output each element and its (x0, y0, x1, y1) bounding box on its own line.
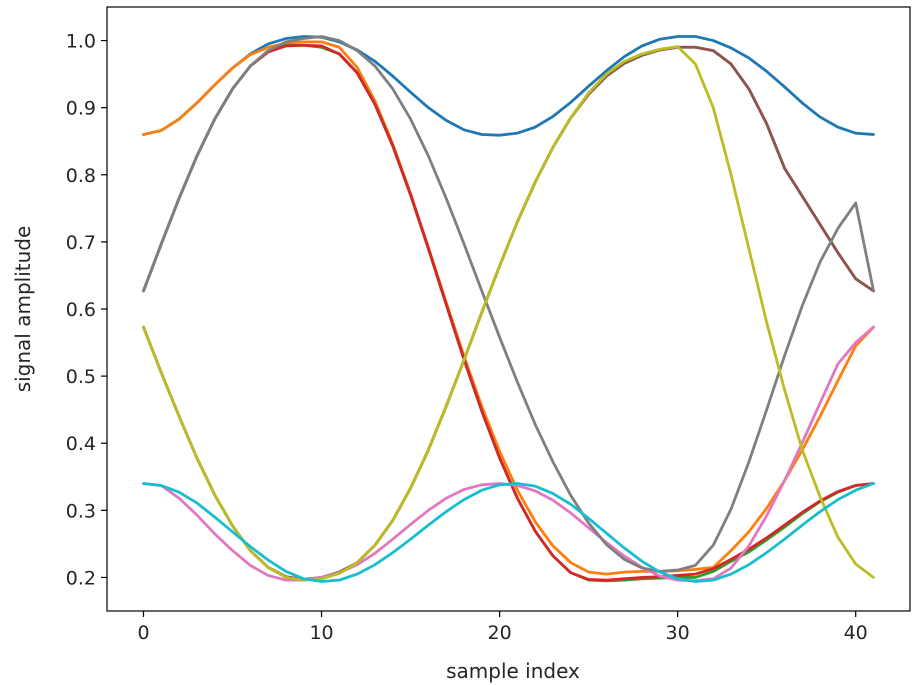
y-tick-label: 0.3 (66, 500, 96, 522)
x-axis-label: sample index (446, 659, 580, 683)
series-line-1 (142, 35, 875, 137)
x-tick-label: 40 (844, 622, 868, 644)
x-tick-label: 10 (309, 622, 333, 644)
series-line-10 (142, 482, 875, 583)
y-axis-label: signal amplitude (11, 226, 35, 393)
y-tick-label: 0.7 (66, 232, 96, 254)
y-tick-label: 1.0 (66, 31, 96, 53)
y-tick-label: 0.2 (66, 567, 96, 589)
series-line-2 (142, 40, 875, 576)
series-line-9 (142, 45, 875, 582)
y-tick-label: 0.6 (66, 299, 96, 321)
y-tick-label: 0.8 (66, 165, 96, 187)
y-tick-label: 0.4 (66, 433, 96, 455)
x-axis-ticks: 0 10 20 30 40 (137, 611, 868, 644)
series-line-8 (142, 35, 875, 573)
x-tick-label: 30 (666, 622, 690, 644)
y-tick-label: 0.9 (66, 98, 96, 120)
y-axis-ticks: 0.2 0.3 0.4 0.5 0.6 0.7 0.8 0.9 1.0 (66, 31, 107, 589)
y-tick-label: 0.5 (66, 366, 96, 388)
series-lines (142, 35, 875, 583)
x-tick-label: 0 (137, 622, 149, 644)
x-tick-label: 20 (488, 622, 512, 644)
